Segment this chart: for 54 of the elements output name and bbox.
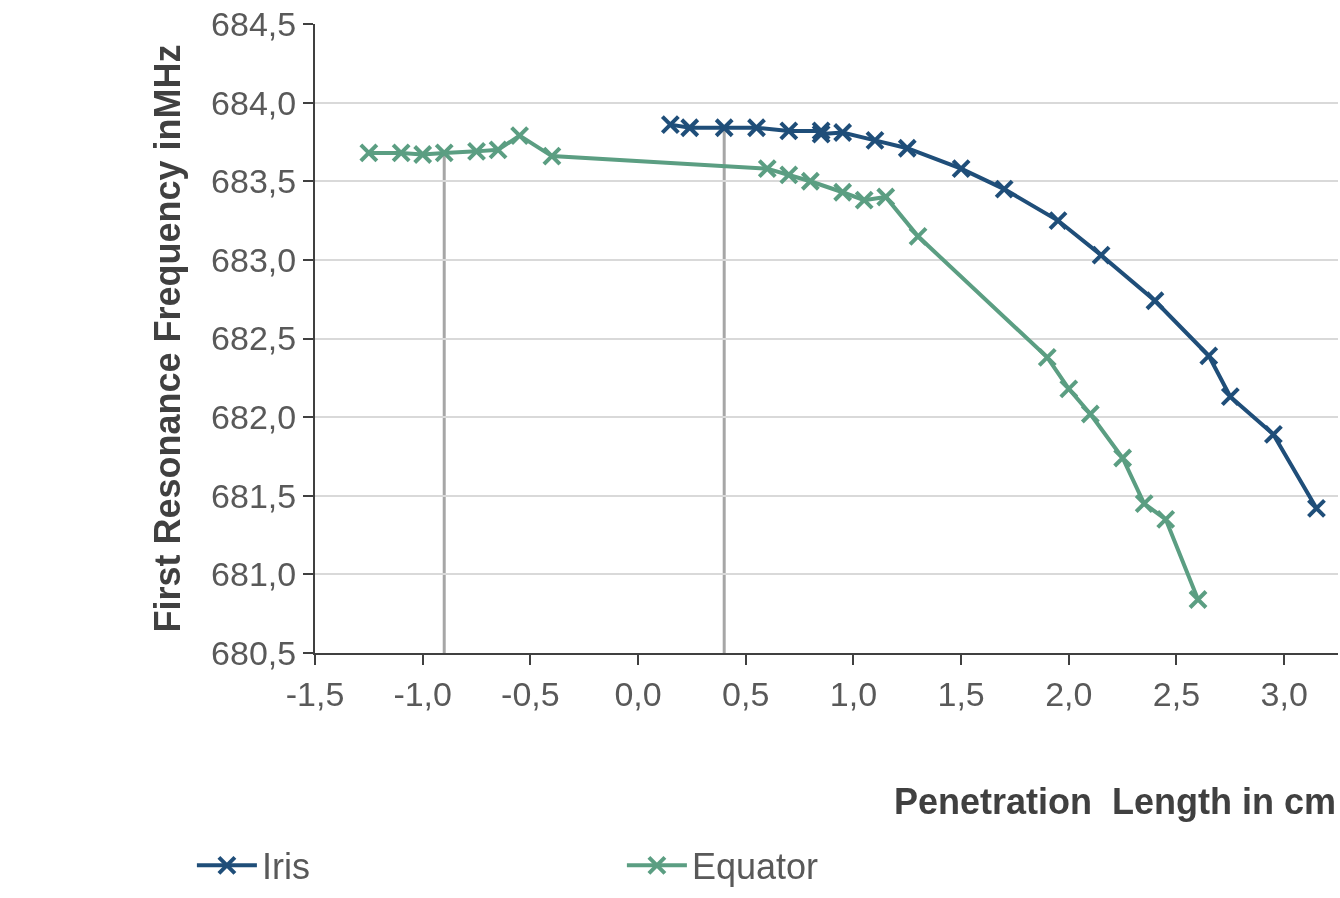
point xyxy=(714,117,735,138)
point xyxy=(1048,210,1069,231)
y-tick-label: 682,5 xyxy=(211,319,297,358)
y-tick-label: 681,0 xyxy=(211,555,297,594)
point xyxy=(746,117,767,138)
point xyxy=(1091,245,1112,266)
point xyxy=(1220,386,1241,407)
point xyxy=(908,226,929,247)
x-tick-label: -1,0 xyxy=(393,674,452,713)
y-tick-label: 684,5 xyxy=(211,4,297,43)
point xyxy=(864,130,885,151)
point xyxy=(778,164,799,185)
point xyxy=(854,190,875,211)
point xyxy=(951,158,972,179)
point xyxy=(832,182,853,203)
point xyxy=(800,171,821,192)
x-tick-label: 2,0 xyxy=(1045,674,1093,713)
x-tick-label: 0,0 xyxy=(614,674,662,713)
point xyxy=(1155,509,1176,530)
point xyxy=(1198,345,1219,366)
point xyxy=(1306,498,1327,519)
y-tick-label: 682,0 xyxy=(211,398,297,437)
x-tick-label: 1,0 xyxy=(829,674,878,713)
point xyxy=(541,146,562,167)
x-tick-label: -1,5 xyxy=(285,674,345,713)
point xyxy=(897,138,918,159)
point xyxy=(757,158,778,179)
y-tick-label: 683,0 xyxy=(211,240,297,279)
x-tick-label: 0,5 xyxy=(722,674,770,713)
point xyxy=(1080,403,1101,424)
point xyxy=(1188,589,1209,610)
point xyxy=(1112,448,1133,469)
point xyxy=(1263,424,1284,445)
x-tick-label: 1,5 xyxy=(937,674,985,713)
y-tick-label: 681,5 xyxy=(211,476,297,515)
point xyxy=(778,120,799,141)
legend-label: Equator xyxy=(691,846,818,888)
x-axis-title: Penetration Length in cm xyxy=(894,781,1337,822)
point xyxy=(994,179,1015,200)
y-tick-label: 683,5 xyxy=(211,162,297,201)
y-axis-title: First Resonance Frequency inMHz xyxy=(146,44,188,633)
y-tick-label: 680,5 xyxy=(211,633,297,672)
point xyxy=(1058,378,1079,399)
point xyxy=(358,142,379,163)
y-tick-label: 684,0 xyxy=(211,83,297,122)
point xyxy=(875,186,896,207)
x-tick-label: 3,0 xyxy=(1260,674,1308,713)
legend-label: Iris xyxy=(261,846,310,888)
x-tick-label: -0,5 xyxy=(501,674,560,713)
point xyxy=(1037,347,1058,368)
point xyxy=(1144,290,1165,311)
point xyxy=(1134,493,1155,514)
point xyxy=(509,125,530,146)
x-tick-label: 2,5 xyxy=(1152,674,1201,713)
